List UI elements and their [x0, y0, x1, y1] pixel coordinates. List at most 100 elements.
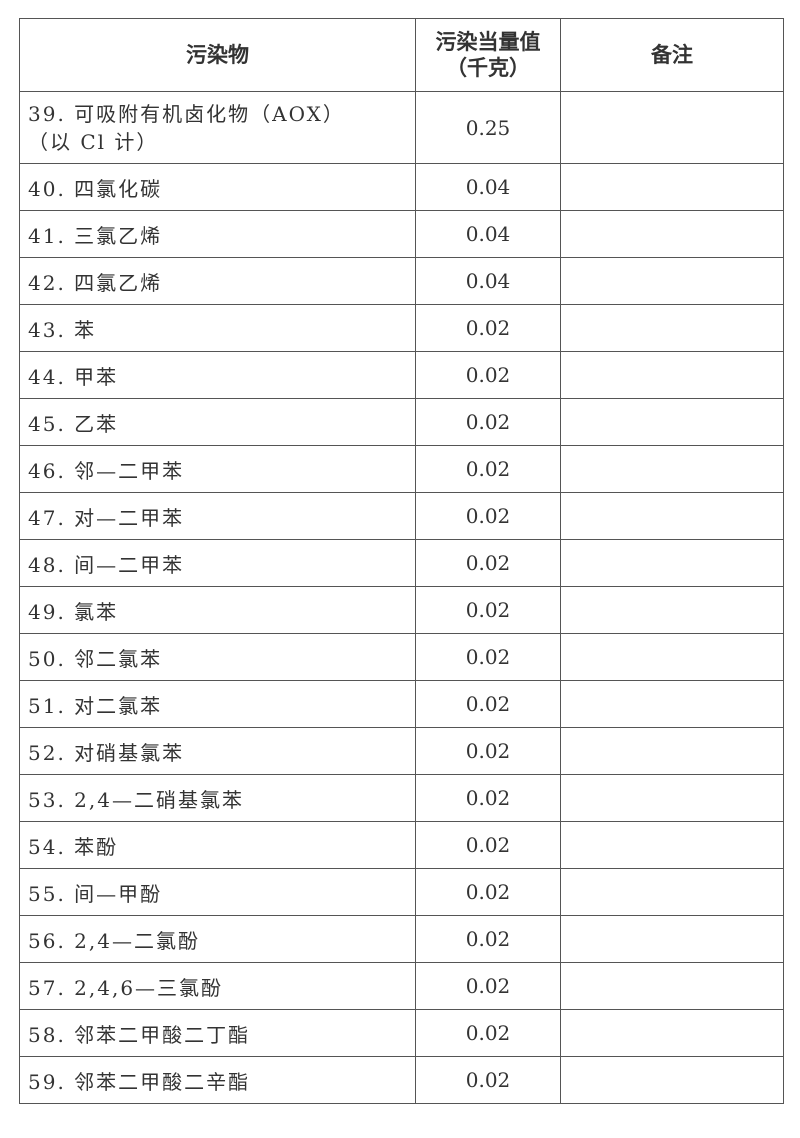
pollutant-name: 50. 邻二氯苯: [28, 646, 163, 671]
table-row: 58. 邻苯二甲酸二丁酯 0.02: [19, 1009, 784, 1057]
pollutant-name: 49. 氯苯: [28, 599, 119, 624]
remark-cell: [560, 257, 784, 305]
pollutant-cell: 45. 乙苯: [19, 398, 416, 446]
pollutant-name: 55. 间—甲酚: [28, 881, 163, 906]
remark-cell: [560, 821, 784, 869]
table-row: 53. 2,4—二硝基氯苯 0.02: [19, 774, 784, 822]
equivalent-value: 0.02: [415, 304, 561, 352]
equivalent-value: 0.04: [415, 257, 561, 305]
pollutant-name: 51. 对二氯苯: [28, 693, 163, 718]
header-row: 污染物 污染当量值 （千克） 备注: [19, 18, 784, 92]
pollutant-cell: 39. 可吸附有机卤化物（AOX） （以 Cl 计）: [19, 91, 416, 164]
pollutant-cell: 55. 间—甲酚: [19, 868, 416, 916]
table-row: 43. 苯 0.02: [19, 304, 784, 352]
remark-cell: [560, 304, 784, 352]
pollutant-cell: 40. 四氯化碳: [19, 163, 416, 211]
pollutant-name: 43. 苯: [28, 317, 97, 342]
table-row: 39. 可吸附有机卤化物（AOX） （以 Cl 计） 0.25: [19, 91, 784, 164]
remark-cell: [560, 962, 784, 1010]
remark-cell: [560, 1009, 784, 1057]
pollutant-name: 46. 邻—二甲苯: [28, 458, 185, 483]
equivalent-value: 0.02: [415, 539, 561, 587]
header-pollutant: 污染物: [19, 18, 416, 92]
header-value-line1: 污染当量值: [435, 29, 541, 54]
equivalent-value: 0.02: [415, 1009, 561, 1057]
pollutant-cell: 48. 间—二甲苯: [19, 539, 416, 587]
equivalent-value: 0.02: [415, 727, 561, 775]
pollutant-name: 48. 间—二甲苯: [28, 552, 185, 577]
table-row: 56. 2,4—二氯酚 0.02: [19, 915, 784, 963]
table-row: 51. 对二氯苯 0.02: [19, 680, 784, 728]
pollutant-cell: 42. 四氯乙烯: [19, 257, 416, 305]
table-row: 57. 2,4,6—三氯酚 0.02: [19, 962, 784, 1010]
equivalent-value: 0.02: [415, 962, 561, 1010]
remark-cell: [560, 586, 784, 634]
remark-cell: [560, 868, 784, 916]
pollutant-name: 53. 2,4—二硝基氯苯: [28, 787, 244, 812]
remark-cell: [560, 727, 784, 775]
remark-cell: [560, 633, 784, 681]
pollutant-name: 45. 乙苯: [28, 411, 119, 436]
pollutant-cell: 41. 三氯乙烯: [19, 210, 416, 258]
pollutant-name: 47. 对—二甲苯: [28, 505, 185, 530]
pollutant-cell: 49. 氯苯: [19, 586, 416, 634]
pollutant-cell: 52. 对硝基氯苯: [19, 727, 416, 775]
pollutant-cell: 46. 邻—二甲苯: [19, 445, 416, 493]
table-row: 54. 苯酚 0.02: [19, 821, 784, 869]
remark-cell: [560, 539, 784, 587]
pollutant-cell: 44. 甲苯: [19, 351, 416, 399]
pollutant-name: 44. 甲苯: [28, 364, 119, 389]
pollutant-cell: 47. 对—二甲苯: [19, 492, 416, 540]
table-row: 49. 氯苯 0.02: [19, 586, 784, 634]
equivalent-value: 0.04: [415, 163, 561, 211]
table-row: 55. 间—甲酚 0.02: [19, 868, 784, 916]
pollutant-cell: 54. 苯酚: [19, 821, 416, 869]
equivalent-value: 0.02: [415, 915, 561, 963]
equivalent-value: 0.25: [415, 91, 561, 164]
remark-cell: [560, 91, 784, 164]
table-row: 40. 四氯化碳 0.04: [19, 163, 784, 211]
remark-cell: [560, 915, 784, 963]
equivalent-value: 0.02: [415, 1056, 561, 1104]
table-row: 45. 乙苯 0.02: [19, 398, 784, 446]
table-row: 48. 间—二甲苯 0.02: [19, 539, 784, 587]
equivalent-value: 0.02: [415, 680, 561, 728]
remark-cell: [560, 398, 784, 446]
pollutant-cell: 58. 邻苯二甲酸二丁酯: [19, 1009, 416, 1057]
pollutant-equivalent-table: 污染物 污染当量值 （千克） 备注 39. 可吸附有机卤化物（AOX） （以 Cl …: [19, 18, 784, 1104]
pollutant-name: 39. 可吸附有机卤化物（AOX）: [28, 101, 345, 126]
equivalent-value: 0.02: [415, 351, 561, 399]
pollutant-name: 57. 2,4,6—三氯酚: [28, 975, 224, 1000]
equivalent-value: 0.02: [415, 492, 561, 540]
remark-cell: [560, 351, 784, 399]
pollutant-name: 58. 邻苯二甲酸二丁酯: [28, 1022, 251, 1047]
pollutant-cell: 51. 对二氯苯: [19, 680, 416, 728]
remark-cell: [560, 1056, 784, 1104]
table-row: 59. 邻苯二甲酸二辛酯 0.02: [19, 1056, 784, 1104]
pollutant-cell: 43. 苯: [19, 304, 416, 352]
table-row: 52. 对硝基氯苯 0.02: [19, 727, 784, 775]
pollutant-cell: 57. 2,4,6—三氯酚: [19, 962, 416, 1010]
pollutant-name: 52. 对硝基氯苯: [28, 740, 185, 765]
remark-cell: [560, 492, 784, 540]
pollutant-name: 56. 2,4—二氯酚: [28, 928, 200, 953]
pollutant-name: 59. 邻苯二甲酸二辛酯: [28, 1069, 251, 1094]
header-value: 污染当量值 （千克）: [415, 18, 561, 92]
equivalent-value: 0.02: [415, 774, 561, 822]
pollutant-cell: 50. 邻二氯苯: [19, 633, 416, 681]
table-row: 41. 三氯乙烯 0.04: [19, 210, 784, 258]
equivalent-value: 0.02: [415, 445, 561, 493]
equivalent-value: 0.04: [415, 210, 561, 258]
remark-cell: [560, 210, 784, 258]
table-row: 47. 对—二甲苯 0.02: [19, 492, 784, 540]
pollutant-name: 42. 四氯乙烯: [28, 270, 163, 295]
pollutant-name-line2: （以 Cl 计）: [28, 129, 159, 154]
pollutant-cell: 53. 2,4—二硝基氯苯: [19, 774, 416, 822]
remark-cell: [560, 680, 784, 728]
equivalent-value: 0.02: [415, 586, 561, 634]
remark-cell: [560, 445, 784, 493]
header-value-line2: （千克）: [446, 56, 530, 80]
pollutant-cell: 56. 2,4—二氯酚: [19, 915, 416, 963]
pollutant-name: 40. 四氯化碳: [28, 176, 163, 201]
pollutant-cell: 59. 邻苯二甲酸二辛酯: [19, 1056, 416, 1104]
